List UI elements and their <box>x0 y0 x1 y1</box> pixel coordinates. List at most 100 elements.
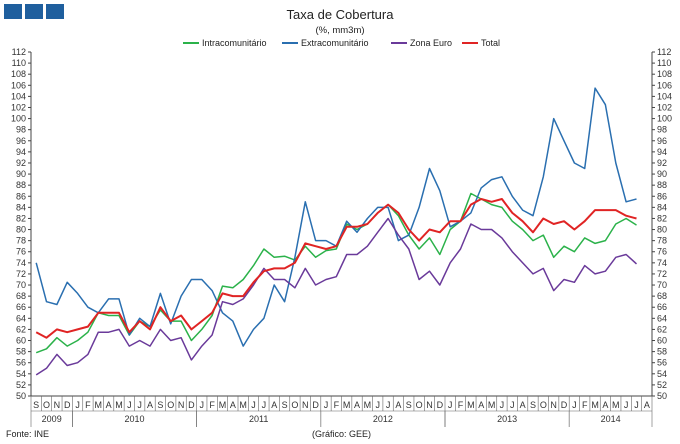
year-label: 2009 <box>42 414 62 424</box>
x-tick-label: S <box>33 400 39 410</box>
x-tick-label: O <box>291 400 298 410</box>
x-tick-label: A <box>520 400 526 410</box>
y-tick-label: 84 <box>16 202 26 212</box>
y-tick-label: 58 <box>657 347 667 357</box>
chart-legend: Intracomunitário Extracomunitário Zona Eur… <box>183 38 500 48</box>
y-tick-label: 68 <box>16 291 26 301</box>
year-label: 2013 <box>497 414 517 424</box>
y-tick-label: 104 <box>657 91 672 101</box>
y-tick-label: 64 <box>657 313 667 323</box>
y-tick-label: 82 <box>16 213 26 223</box>
y-tick-label: 84 <box>657 202 667 212</box>
x-tick-label: J <box>262 400 267 410</box>
x-tick-label: M <box>467 400 475 410</box>
y-tick-label: 72 <box>16 269 26 279</box>
x-tick-label: J <box>200 400 205 410</box>
x-tick-label: M <box>115 400 123 410</box>
y-tick-label: 108 <box>11 69 26 79</box>
series-line-2 <box>35 87 637 347</box>
x-tick-label: M <box>343 400 351 410</box>
x-tick-label: J <box>572 400 577 410</box>
y-tick-label: 102 <box>11 102 26 112</box>
y-tick-label: 106 <box>657 80 672 90</box>
x-tick-label: A <box>395 400 401 410</box>
x-tick-label: J <box>510 400 515 410</box>
series-line-4 <box>35 198 637 339</box>
x-tick-label: D <box>64 400 71 410</box>
x-tick-label: M <box>488 400 496 410</box>
y-tick-label: 56 <box>657 358 667 368</box>
x-tick-label: J <box>448 400 453 410</box>
series-line-1 <box>35 192 637 354</box>
y-tick-label: 82 <box>657 213 667 223</box>
y-tick-label: 62 <box>657 324 667 334</box>
y-tick-label: 76 <box>657 247 667 257</box>
chart-series <box>35 87 638 376</box>
x-tick-label: A <box>354 400 360 410</box>
y-tick-label: 64 <box>16 313 26 323</box>
x-tick-label: A <box>147 400 153 410</box>
x-tick-label: M <box>612 400 620 410</box>
x-tick-label: O <box>43 400 50 410</box>
y-tick-label: 112 <box>12 47 26 57</box>
x-tick-label: S <box>530 400 536 410</box>
y-tick-label: 50 <box>657 391 667 401</box>
year-label: 2011 <box>249 414 268 424</box>
x-tick-label: O <box>167 400 174 410</box>
y-tick-label: 58 <box>16 347 26 357</box>
x-tick-label: D <box>561 400 568 410</box>
y-tick-label: 106 <box>11 80 26 90</box>
x-tick-label: M <box>591 400 599 410</box>
y-tick-label: 78 <box>657 236 667 246</box>
y-tick-label: 108 <box>657 69 672 79</box>
y-tick-label: 66 <box>657 302 667 312</box>
x-tick-label: F <box>209 400 215 410</box>
x-tick-label: F <box>334 400 340 410</box>
x-tick-label: A <box>602 400 608 410</box>
x-tick-label: J <box>251 400 256 410</box>
x-tick-label: J <box>624 400 629 410</box>
x-tick-label: O <box>416 400 423 410</box>
x-tick-label: D <box>437 400 444 410</box>
legend-label: Extracomunitário <box>301 38 369 48</box>
series-line-3 <box>35 217 638 376</box>
x-tick-label: J <box>137 400 142 410</box>
y-tick-label: 90 <box>16 169 26 179</box>
x-tick-label: J <box>634 400 639 410</box>
x-tick-label: S <box>157 400 163 410</box>
x-tick-label: J <box>375 400 380 410</box>
y-tick-label: 80 <box>657 225 667 235</box>
y-tick-label: 70 <box>657 280 667 290</box>
y-tick-label: 60 <box>16 336 26 346</box>
y-tick-label: 90 <box>657 169 667 179</box>
y-tick-label: 104 <box>11 91 26 101</box>
x-tick-label: N <box>178 400 185 410</box>
x-tick-label: F <box>582 400 588 410</box>
legend-label: Intracomunitário <box>202 38 267 48</box>
x-tick-label: J <box>127 400 132 410</box>
y-tick-label: 70 <box>16 280 26 290</box>
x-tick-label: A <box>644 400 650 410</box>
y-tick-label: 96 <box>16 136 26 146</box>
y-tick-label: 74 <box>657 258 667 268</box>
y-tick-label: 52 <box>657 380 667 390</box>
x-tick-label: A <box>271 400 277 410</box>
x-tick-label: O <box>540 400 547 410</box>
y-tick-label: 100 <box>657 114 672 124</box>
x-tick-label: N <box>426 400 433 410</box>
header-block-1 <box>4 4 22 19</box>
y-tick-label: 92 <box>657 158 667 168</box>
source-note: Fonte: INE <box>6 429 49 439</box>
credit-note: (Gráfico: GEE) <box>312 429 371 439</box>
y-tick-label: 72 <box>657 269 667 279</box>
legend-label: Zona Euro <box>410 38 452 48</box>
y-tick-label: 94 <box>16 147 26 157</box>
x-tick-label: M <box>219 400 227 410</box>
chart-title: Taxa de Cobertura <box>287 7 395 22</box>
x-tick-label: A <box>478 400 484 410</box>
x-tick-label: M <box>239 400 247 410</box>
x-tick-label: N <box>54 400 61 410</box>
chart-subtitle: (%, mm3m) <box>315 25 364 36</box>
